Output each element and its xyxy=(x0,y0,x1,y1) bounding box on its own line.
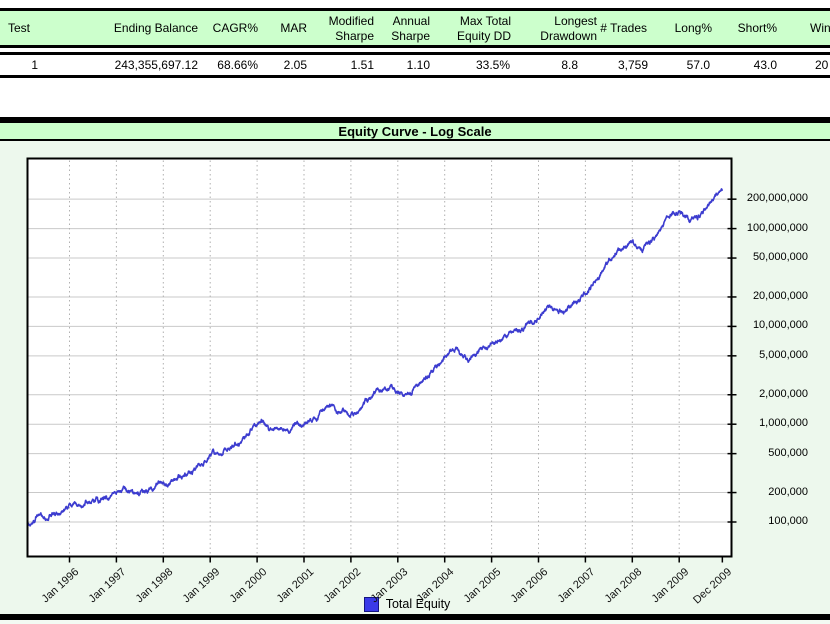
cell-ending-balance: 243,355,697.12 xyxy=(114,58,198,72)
equity-curve xyxy=(28,188,724,527)
column-header-max-total-equity-dd: Max Total Equity DD xyxy=(456,14,511,43)
title-bottom-rule xyxy=(0,139,830,141)
cell-longest-drawdown: 8.8 xyxy=(561,58,578,72)
y-axis-label: 5,000,000 xyxy=(759,348,808,361)
y-axis-label: 1,000,000 xyxy=(759,417,808,430)
cell-modified-sharpe: 1.51 xyxy=(350,58,374,72)
chart-top-rule xyxy=(0,117,830,123)
column-header-test: Test xyxy=(8,21,31,35)
column-header-long-pct: Long% xyxy=(674,21,712,35)
cell-max-total-equity-dd: 33.5% xyxy=(475,58,510,72)
cell-mar: 2.05 xyxy=(283,58,307,72)
y-axis-label: 100,000,000 xyxy=(746,221,808,234)
table-bottom-rule xyxy=(0,75,830,78)
legend-swatch-icon xyxy=(363,596,379,612)
column-header-modified-sharpe: Modified Sharpe xyxy=(328,14,374,43)
cell-long-pct: 57.0 xyxy=(686,58,710,72)
column-header-cagr-pct: CAGR% xyxy=(212,21,258,35)
chart-legend: Total Equity xyxy=(0,596,814,612)
bottom-bar xyxy=(0,614,830,620)
legend-label: Total Equity xyxy=(385,597,451,611)
y-axis-label: 200,000,000 xyxy=(746,192,808,205)
equity-chart: Total Equity 200,000,000 100,000,000 50,00… xyxy=(0,141,830,614)
column-header-win: Win xyxy=(810,21,830,35)
chart-title-bar: Equity Curve - Log Scale xyxy=(0,123,830,139)
under-strip xyxy=(0,620,830,624)
table-top-rule xyxy=(0,8,830,11)
cell-test: 1 xyxy=(31,58,38,72)
cell-annual-sharpe: 1.10 xyxy=(406,58,430,72)
cell-cagr-pct: 68.66% xyxy=(217,58,258,72)
table-header-row: Test Ending Balance CAGR% MAR Modified Sharp… xyxy=(0,11,830,45)
column-header-longest-drawdown: Longest Drawdown xyxy=(540,14,597,43)
y-axis-label: 2,000,000 xyxy=(759,387,808,400)
y-axis-label: 100,000 xyxy=(768,515,808,527)
column-header-short-pct: Short% xyxy=(737,21,777,35)
table-header-rule-2 xyxy=(0,52,830,55)
column-header-annual-sharpe: Annual Sharpe xyxy=(391,14,430,43)
y-axis-label: 50,000,000 xyxy=(752,251,808,264)
y-axis-label: 10,000,000 xyxy=(752,319,808,332)
y-axis-label: 200,000 xyxy=(768,485,808,498)
column-header-mar: MAR xyxy=(280,21,307,35)
y-axis-label: 20,000,000 xyxy=(752,289,808,302)
column-header-ending-balance: Ending Balance xyxy=(113,21,198,35)
cell-win: 20 xyxy=(815,58,829,72)
chart-title: Equity Curve - Log Scale xyxy=(338,123,492,139)
table-data-row: 1 243,355,697.12 68.66% 2.05 1.51 1.10 33.5% 8.… xyxy=(0,55,830,75)
cell-num-trades: 3,759 xyxy=(617,58,648,72)
plot-border xyxy=(26,157,733,558)
column-header-num-trades: # Trades xyxy=(600,21,647,35)
y-axis-label: 500,000 xyxy=(768,446,808,459)
plot-canvas xyxy=(26,157,737,563)
cell-short-pct: 43.0 xyxy=(753,58,777,72)
table-header-rule-1 xyxy=(0,45,830,48)
